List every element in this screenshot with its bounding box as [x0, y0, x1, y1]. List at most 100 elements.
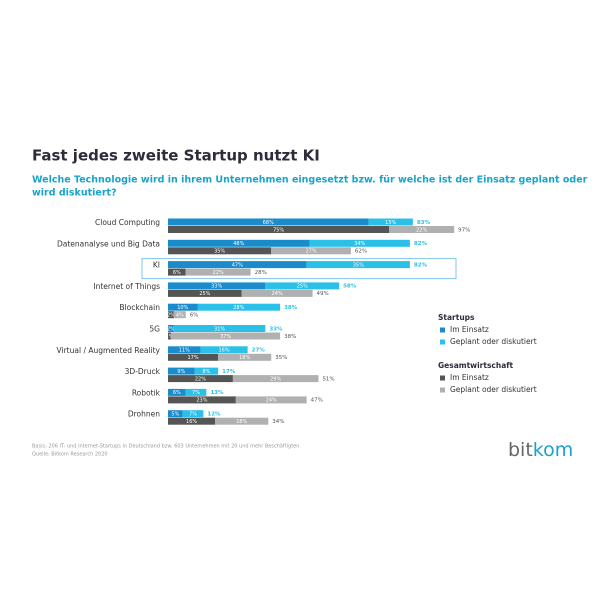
bar-segment	[168, 303, 198, 311]
total-label: 62%	[355, 249, 367, 255]
bar-segment	[265, 282, 340, 290]
bar-value-label: 75%	[273, 227, 284, 233]
bar-value-label: 17%	[188, 355, 199, 361]
bar-value-label: 31%	[214, 326, 225, 332]
category-label: Virtual / Augmented Reality	[57, 346, 161, 355]
bar-segment	[168, 332, 171, 340]
total-label: 97%	[458, 227, 470, 233]
chart-title: Fast jedes zweite Startup nutzt KI	[32, 147, 320, 165]
bar-value-label: 22%	[416, 227, 427, 233]
bar-segment	[168, 282, 266, 290]
bar-value-label: 24%	[272, 291, 283, 297]
bar-value-label: 6%	[173, 390, 181, 396]
total-label: 82%	[414, 241, 428, 247]
bar-segment	[168, 247, 272, 255]
bar-value-label: 6%	[173, 270, 181, 276]
total-label: 47%	[311, 398, 323, 404]
bar-segment	[168, 417, 216, 425]
total-label: 12%	[207, 411, 221, 417]
bar-segment	[389, 226, 455, 233]
legend-group-title: Startups	[438, 313, 475, 322]
bar-segment	[241, 289, 313, 297]
total-label: 35%	[275, 355, 287, 361]
bar-segment	[182, 410, 204, 418]
bar-segment	[200, 346, 248, 354]
bar-segment	[168, 218, 369, 226]
bar-segment	[218, 353, 272, 361]
category-label: 3D-Druck	[125, 367, 161, 376]
bar-value-label: 68%	[263, 220, 274, 226]
category-label: Blockchain	[119, 303, 160, 312]
legend-group-title: Gesamtwirtschaft	[438, 361, 514, 370]
legend-swatch	[440, 339, 445, 345]
bar-value-label: 34%	[354, 241, 365, 247]
bar-segment	[168, 239, 310, 247]
total-label: 49%	[317, 291, 329, 297]
chart-subtitle: Welche Technologie wird in ihrem Unterne…	[32, 175, 588, 186]
bar-value-label: 23%	[196, 398, 207, 404]
bar-segment	[168, 346, 201, 354]
bar-segment	[168, 268, 186, 276]
bar-segment	[185, 388, 207, 396]
total-label: 83%	[417, 220, 431, 226]
total-label: 82%	[414, 262, 428, 268]
logo-part: bit	[508, 439, 533, 461]
bar-value-label: 25%	[297, 284, 308, 290]
bar-value-label: 18%	[239, 355, 250, 361]
source-note: Basis: 206 IT- und Internet-Startups in …	[32, 444, 299, 450]
total-label: 34%	[272, 419, 284, 425]
bar-value-label: 35%	[214, 249, 225, 255]
legend-label: Geplant oder diskutiert	[450, 385, 537, 394]
total-label: 13%	[210, 390, 224, 396]
logo-part: kom	[533, 439, 573, 461]
bar-value-label: 2%	[167, 326, 175, 332]
category-label: Robotik	[132, 388, 161, 397]
bar-segment	[168, 367, 195, 375]
bar-segment	[368, 218, 413, 226]
bar-value-label: 15%	[385, 220, 396, 226]
bar-segment	[168, 353, 219, 361]
bar-segment	[168, 396, 236, 404]
total-label: 27%	[252, 348, 266, 354]
bar-value-label: 4%	[176, 312, 184, 318]
bar-value-label: 37%	[220, 334, 231, 340]
category-label: KI	[153, 261, 160, 270]
bar-segment	[215, 417, 269, 425]
total-label: 51%	[322, 376, 334, 382]
bar-value-label: 47%	[232, 262, 243, 268]
bar-value-label: 16%	[186, 419, 197, 425]
bar-value-label: 28%	[233, 305, 244, 311]
bar-segment	[173, 311, 186, 319]
category-label: 5G	[149, 325, 160, 334]
total-label: 6%	[190, 312, 199, 318]
category-label: Internet of Things	[93, 282, 160, 291]
bar-segment	[168, 261, 307, 269]
bar-segment	[309, 239, 410, 247]
bar-value-label: 5%	[171, 411, 179, 417]
legend-swatch	[440, 327, 445, 333]
bar-segment	[194, 367, 219, 375]
bar-segment	[232, 375, 319, 383]
category-label: Cloud Computing	[95, 218, 160, 227]
bar-value-label: 7%	[189, 411, 197, 417]
category-label: Drohnen	[128, 410, 160, 419]
bar-value-label: 16%	[218, 348, 229, 354]
bar-segment	[306, 261, 410, 269]
bar-value-label: 33%	[211, 284, 222, 290]
bar-value-label: 24%	[266, 398, 277, 404]
bar-value-label: 48%	[233, 241, 244, 247]
bar-value-label: 11%	[179, 348, 190, 354]
bar-segment	[168, 226, 390, 233]
bar-segment	[168, 375, 233, 383]
bar-segment	[170, 332, 281, 340]
source-note: Quelle: Bitkom Research 2020	[32, 452, 108, 458]
bar-segment	[235, 396, 307, 404]
total-label: 38%	[284, 334, 296, 340]
category-label: Datenanalyse und Big Data	[57, 239, 160, 248]
total-label: 28%	[255, 270, 267, 276]
legend-label: Im Einsatz	[450, 325, 489, 334]
chart-subtitle: wird diskutiert?	[32, 188, 117, 199]
bar-value-label: 9%	[177, 369, 185, 375]
legend-label: Geplant oder diskutiert	[450, 337, 537, 346]
